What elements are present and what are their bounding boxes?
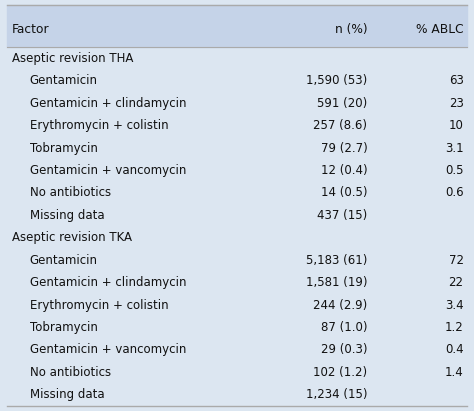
Text: 1.4: 1.4 xyxy=(445,366,464,379)
Text: 79 (2.7): 79 (2.7) xyxy=(320,141,367,155)
Text: Aseptic revision THA: Aseptic revision THA xyxy=(12,52,133,65)
Text: 0.4: 0.4 xyxy=(445,344,464,356)
Text: Tobramycin: Tobramycin xyxy=(30,141,98,155)
Text: n (%): n (%) xyxy=(335,23,367,36)
Text: Factor: Factor xyxy=(12,23,49,36)
Text: No antibiotics: No antibiotics xyxy=(30,366,111,379)
Text: Gentamicin + clindamycin: Gentamicin + clindamycin xyxy=(30,97,186,110)
Text: 257 (8.6): 257 (8.6) xyxy=(313,119,367,132)
Text: 23: 23 xyxy=(449,97,464,110)
Text: 0.6: 0.6 xyxy=(445,187,464,199)
Text: Gentamicin + clindamycin: Gentamicin + clindamycin xyxy=(30,276,186,289)
Text: Gentamicin + vancomycin: Gentamicin + vancomycin xyxy=(30,344,186,356)
Text: 14 (0.5): 14 (0.5) xyxy=(321,187,367,199)
Text: % ABLC: % ABLC xyxy=(416,23,464,36)
Text: 1,581 (19): 1,581 (19) xyxy=(306,276,367,289)
Text: 3.1: 3.1 xyxy=(445,141,464,155)
Text: Erythromycin + colistin: Erythromycin + colistin xyxy=(30,119,168,132)
Bar xyxy=(7,5,467,47)
Text: Tobramycin: Tobramycin xyxy=(30,321,98,334)
Text: 10: 10 xyxy=(449,119,464,132)
Text: 591 (20): 591 (20) xyxy=(317,97,367,110)
Text: Gentamicin: Gentamicin xyxy=(30,74,98,87)
Text: 437 (15): 437 (15) xyxy=(317,209,367,222)
Text: 87 (1.0): 87 (1.0) xyxy=(321,321,367,334)
Text: 102 (1.2): 102 (1.2) xyxy=(313,366,367,379)
Text: 0.5: 0.5 xyxy=(445,164,464,177)
Text: 22: 22 xyxy=(448,276,464,289)
Text: 29 (0.3): 29 (0.3) xyxy=(321,344,367,356)
Text: Erythromycin + colistin: Erythromycin + colistin xyxy=(30,299,168,312)
Text: Missing data: Missing data xyxy=(30,209,104,222)
Text: 72: 72 xyxy=(448,254,464,267)
Text: 5,183 (61): 5,183 (61) xyxy=(306,254,367,267)
Text: 244 (2.9): 244 (2.9) xyxy=(313,299,367,312)
Text: No antibiotics: No antibiotics xyxy=(30,187,111,199)
Text: Gentamicin + vancomycin: Gentamicin + vancomycin xyxy=(30,164,186,177)
Text: Missing data: Missing data xyxy=(30,388,104,402)
Text: 3.4: 3.4 xyxy=(445,299,464,312)
Text: 12 (0.4): 12 (0.4) xyxy=(321,164,367,177)
Text: 1,590 (53): 1,590 (53) xyxy=(306,74,367,87)
Text: 1.2: 1.2 xyxy=(445,321,464,334)
Text: Gentamicin: Gentamicin xyxy=(30,254,98,267)
Text: 63: 63 xyxy=(449,74,464,87)
Text: 1,234 (15): 1,234 (15) xyxy=(306,388,367,402)
Text: Aseptic revision TKA: Aseptic revision TKA xyxy=(12,231,132,244)
